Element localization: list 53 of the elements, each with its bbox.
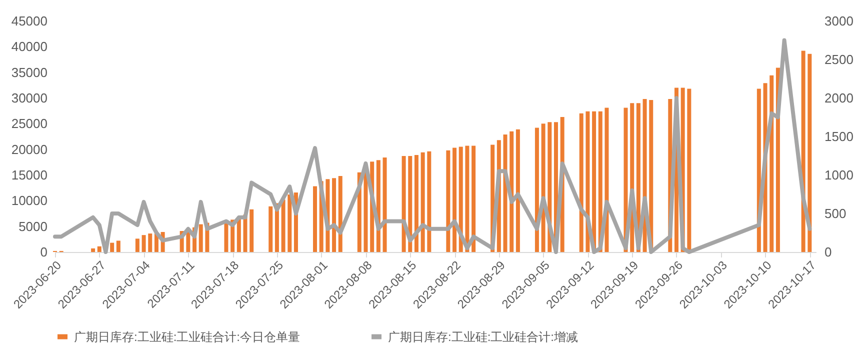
bar	[198, 224, 203, 252]
y2-tick-label: 2500	[824, 52, 854, 67]
y-tick-label: 30000	[11, 90, 48, 106]
y-tick-label: 10000	[11, 193, 48, 208]
y-tick-label: 35000	[11, 64, 48, 80]
bar	[236, 218, 241, 252]
y2-tick-label: 1000	[824, 168, 854, 182]
bar	[382, 158, 387, 252]
bar	[402, 156, 406, 252]
bar	[420, 152, 425, 252]
y-tick-label: 25000	[11, 116, 48, 132]
bar	[458, 146, 463, 252]
bar	[452, 148, 457, 252]
bar	[770, 75, 774, 252]
y2-tick-label: 500	[824, 206, 846, 221]
bar	[465, 146, 470, 252]
bar	[281, 200, 286, 252]
bar	[116, 240, 120, 252]
bar	[446, 150, 450, 252]
y2-tick-label: 2000	[824, 90, 854, 106]
bar	[91, 248, 96, 252]
bar	[414, 154, 418, 252]
bar	[135, 238, 140, 252]
bar	[534, 128, 539, 252]
bar	[268, 206, 273, 252]
bar	[427, 151, 432, 252]
y2-tick-label: 3000	[824, 14, 854, 28]
bar	[110, 242, 114, 252]
bar	[288, 194, 292, 252]
bar	[142, 235, 146, 252]
y2-tick-label: 1500	[824, 129, 854, 144]
bar	[808, 54, 812, 252]
bar	[516, 129, 520, 252]
line-series	[53, 38, 812, 254]
bar	[250, 209, 254, 252]
y-tick-label: 20000	[11, 142, 48, 157]
bar	[687, 88, 692, 252]
y-tick-label: 0	[40, 244, 48, 260]
y-tick-label: 45000	[11, 14, 48, 28]
y-tick-label: 15000	[11, 168, 48, 182]
bar	[579, 113, 584, 252]
y2-tick-label: 0	[824, 244, 832, 260]
bar	[586, 111, 590, 252]
y-tick-label: 40000	[11, 39, 48, 54]
bar	[332, 178, 336, 252]
bar	[148, 234, 152, 252]
legend-label: 广期日库存:工业硅:工业硅合计:今日仓单量	[74, 330, 300, 344]
y-tick-label: 5000	[18, 218, 48, 234]
bar	[472, 146, 476, 252]
bar	[97, 246, 102, 252]
bar	[313, 186, 318, 252]
legend-label: 广期日库存:工业硅:工业硅合计:增减	[388, 330, 578, 344]
bar	[408, 156, 412, 252]
